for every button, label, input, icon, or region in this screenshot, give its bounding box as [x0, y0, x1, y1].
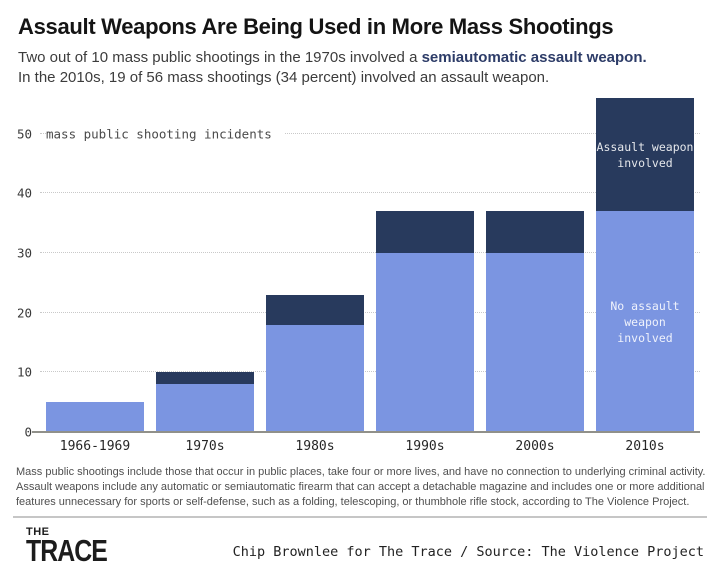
bar-column-1970s: [150, 92, 260, 432]
y-tick-label-30: 30: [16, 245, 32, 261]
the-trace-logo: THE TRACE: [26, 526, 114, 568]
chart-subtitle: Two out of 10 mass public shootings in t…: [18, 48, 702, 88]
subtitle-highlight-text: semiautomatic assault weapon.: [421, 49, 647, 66]
bar-segment-label: No assault weapon involved: [610, 298, 680, 345]
footer-divider: [13, 516, 707, 518]
bar-segment: [266, 294, 364, 325]
y-tick-label-0: 0: [24, 424, 32, 440]
x-axis-labels: 1966-1969 1970s 1980s 1990s 2000s 2010s: [40, 432, 700, 458]
y-tick-label-20: 20: [16, 305, 32, 321]
stacked-bar-1990s: [376, 92, 474, 432]
x-axis-label-1966-1969: 1966-1969: [59, 439, 131, 454]
subtitle-line-1: Two out of 10 mass public shootings in t…: [18, 48, 702, 68]
bar-segment: [486, 253, 584, 432]
stacked-bar-2000s: [486, 92, 584, 432]
bar-column-1966-1969: [40, 92, 150, 432]
logo-line-the: THE: [26, 526, 50, 538]
subtitle-regular-text: Two out of 10 mass public shootings in t…: [18, 49, 422, 66]
footnote-text: Mass public shootings include those that…: [16, 466, 706, 508]
y-tick-label-10: 10: [16, 364, 32, 380]
bar-column-2000s: [480, 92, 590, 432]
bar-segment: No assault weapon involved: [596, 211, 694, 432]
x-axis-label-2000s: 2000s: [515, 439, 555, 454]
bar-column-1980s: [260, 92, 370, 432]
bar-segment: [156, 384, 254, 432]
bar-segment: [46, 402, 144, 432]
x-axis-label-1980s: 1980s: [295, 439, 335, 454]
x-axis-line: [32, 431, 700, 433]
bar-column-2010s: No assault weapon involved Assault weapon…: [590, 92, 700, 432]
x-axis-label-1970s: 1970s: [185, 439, 225, 454]
stacked-bar-1980s: [266, 92, 364, 432]
gridline-20: [40, 311, 700, 313]
bar-segment: [376, 253, 474, 432]
gridline-10: [40, 371, 700, 373]
footer: THE TRACE Chip Brownlee for The Trace / …: [0, 518, 720, 568]
gridline-30: [40, 252, 700, 254]
chart-header: Assault Weapons Are Being Used in More M…: [0, 0, 720, 88]
bar-segment-label: Assault weapon involved: [596, 139, 694, 170]
bar-segment: [156, 372, 254, 385]
gridline-50: [40, 132, 700, 134]
stacked-bar-1970s: [156, 92, 254, 432]
stacked-bar-2010s: No assault weapon involved Assault weapon…: [596, 92, 694, 432]
credit-source-text: Chip Brownlee for The Trace / Source: Th…: [232, 544, 704, 560]
bar-segment: Assault weapon involved: [596, 97, 694, 212]
stacked-bar-1966-1969: [46, 92, 144, 432]
x-axis-label-2010s: 2010s: [625, 439, 665, 454]
bar-segment: [486, 211, 584, 254]
bar-column-1990s: [370, 92, 480, 432]
bar-segment: [376, 211, 474, 254]
y-tick-label-50: 50: [16, 126, 32, 142]
y-tick-label-40: 40: [16, 185, 32, 201]
logo-line-trace: TRACE: [26, 534, 108, 568]
bars-container: No assault weapon involved Assault weapon…: [40, 92, 700, 432]
subtitle-line-2: In the 2010s, 19 of 56 mass shootings (3…: [18, 69, 550, 86]
plot-area: 0 10 20 30 40 50 mass public shooting incident…: [17, 92, 700, 440]
page-title: Assault Weapons Are Being Used in More M…: [18, 14, 614, 39]
x-axis-label-1990s: 1990s: [405, 439, 445, 454]
gridline-40: [40, 192, 700, 194]
y-axis-annotation: mass public shooting incidents: [46, 126, 284, 142]
bar-segment: [266, 324, 364, 432]
